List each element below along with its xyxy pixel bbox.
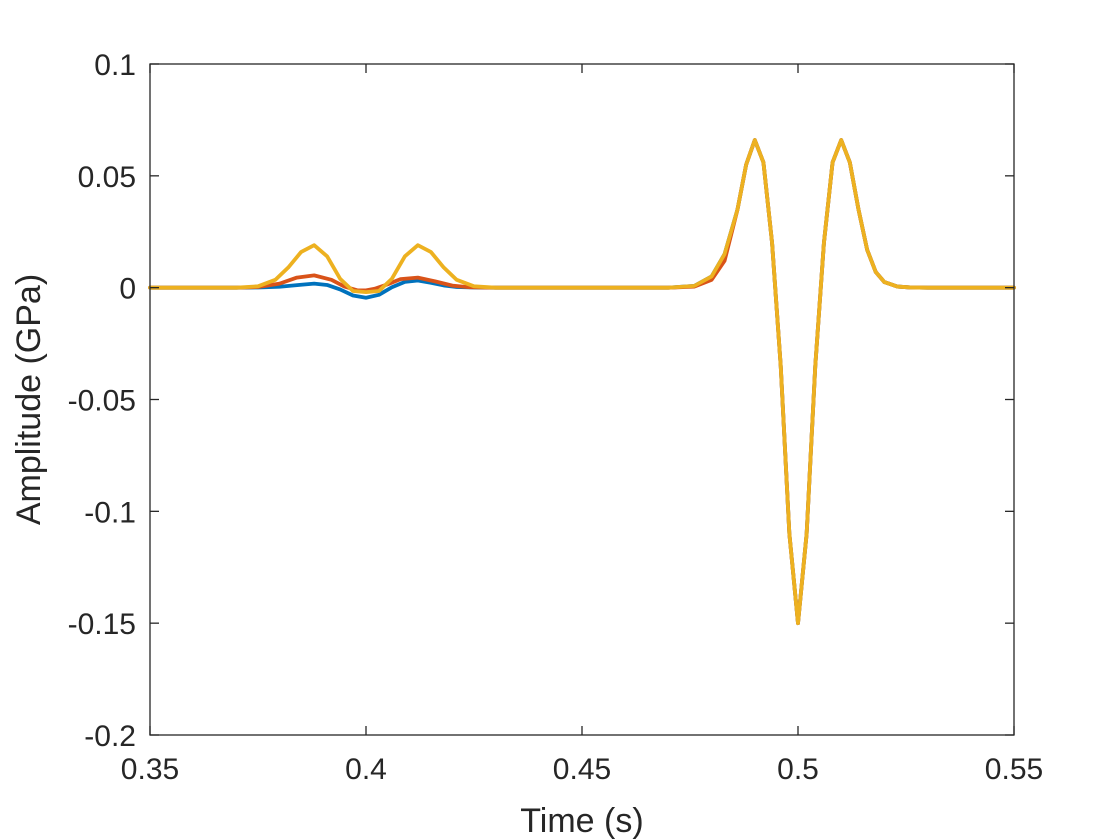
y-tick-label: 0.1 [94, 49, 136, 82]
y-axis-label: Amplitude (GPa) [10, 274, 48, 525]
series-layer [148, 138, 1016, 626]
x-tick-label: 0.5 [777, 753, 819, 786]
x-tick-label: 0.45 [553, 753, 611, 786]
y-tick-label: -0.2 [84, 720, 136, 753]
y-tick-label: -0.05 [68, 385, 136, 418]
x-tick-label: 0.55 [985, 753, 1043, 786]
series-line-2 [148, 138, 1016, 626]
x-tick-label: 0.4 [345, 753, 387, 786]
x-tick-label: 0.35 [121, 753, 179, 786]
series-line-1 [148, 138, 1016, 626]
y-tick-label: -0.1 [84, 496, 136, 529]
y-tick-label: 0 [119, 273, 136, 306]
y-tick-label: 0.05 [78, 161, 136, 194]
series-line-3 [148, 138, 1016, 626]
x-axis-label: Time (s) [520, 802, 643, 840]
tick-layer: 0.35 0.4 0.45 0.5 0.55 -0.2 -0.15 -0.1 -0.05 0 0.0… [68, 49, 1044, 786]
y-tick-label: -0.15 [68, 608, 136, 641]
plot-area-frame [149, 63, 1015, 736]
